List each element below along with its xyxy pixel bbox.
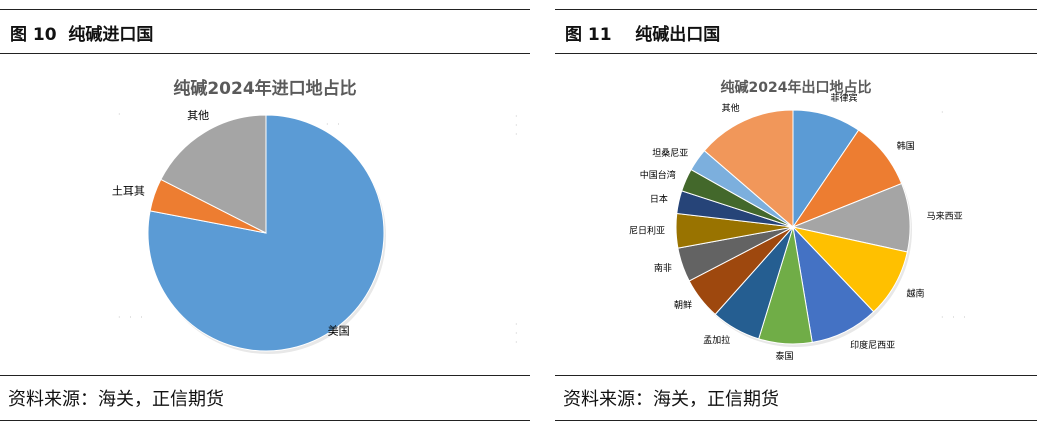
resize-handle: · [941,108,947,117]
pie-label: 孟加拉 [703,334,730,346]
pie-label: 印度尼西亚 [850,339,895,351]
resize-handle: · · [326,120,343,129]
pie-slice-13 [703,109,794,229]
pie-label: 越南 [907,287,925,299]
resize-handle: · · · [941,313,969,322]
figure-11-panel: 图 11 纯碱出口国 纯碱2024年出口地占比 菲律宾韩国马来西亚越南印度尼西亚… [555,0,1037,430]
top-rule [555,9,1037,10]
source-note: 资料来源：海关，正信期货 [563,389,779,410]
chart-title: 纯碱2024年进口地占比 [173,79,357,99]
pie-label: 韩国 [897,140,915,152]
source-note: 资料来源：海关，正信期货 [8,389,224,410]
resize-handle: · · · [118,313,146,322]
bottom-rule [0,420,530,421]
pie-label: 中国台湾 [640,169,676,181]
pie-label: 美国 [328,325,350,338]
figure-10-panel: 图 10 纯碱进口国 纯碱2024年进口地占比 美国 土耳其 其他 · · · · … [0,9,530,421]
bottom-rule [555,420,1037,421]
pie-slice-2 [160,114,267,234]
pie-label: 南非 [654,262,672,274]
resize-handle: · · · [515,320,521,347]
source-rule [0,375,530,376]
chart-title: 纯碱2024年出口地占比 [720,80,872,96]
pie-label: 坦桑尼亚 [652,148,688,159]
resize-handle: · [118,110,124,119]
pie-label: 其他 [722,102,740,114]
pie-label: 日本 [650,193,668,205]
pie-label: 马来西亚 [927,211,963,222]
title-rule [555,53,1037,54]
figure-title: 图 10 纯碱进口国 [10,25,154,45]
pie-label: 菲律宾 [831,92,858,104]
pie-label: 土耳其 [112,185,145,198]
source-rule [555,375,1037,376]
pie-label: 泰国 [776,350,794,362]
figure-title: 图 11 纯碱出口国 [565,25,721,45]
pie-label: 尼日利亚 [629,225,665,237]
import-pie-chart: 美国 土耳其 其他 [112,109,386,354]
title-rule [0,53,530,54]
top-rule [0,9,530,10]
resize-handle: · · · [515,112,521,139]
pie-label: 其他 [187,109,209,122]
pie-label: 朝鲜 [674,299,692,311]
